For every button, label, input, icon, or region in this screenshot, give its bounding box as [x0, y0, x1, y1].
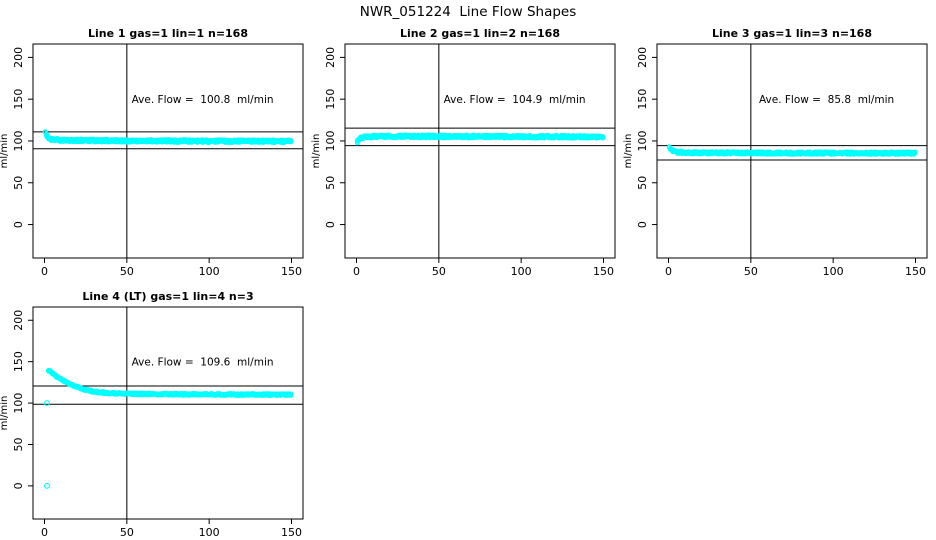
y-axis-label: ml/min: [0, 396, 10, 431]
y-axis-label: ml/min: [623, 134, 634, 169]
x-axis-tick-label: 50: [744, 265, 758, 278]
x-axis-tick-label: 150: [593, 265, 614, 278]
panel-line-3: 0 50 100 150 200 0 50 100 150 ml/min Line 3 gas=1 …: [623, 27, 928, 278]
y-axis-tick-label: 200: [324, 47, 337, 68]
outlier-point: [44, 400, 50, 407]
y-axis-tick-label: 0: [12, 221, 25, 228]
data-points: [44, 367, 294, 489]
y-axis-tick-label: 150: [12, 89, 25, 110]
y-axis-tick-label: 200: [12, 47, 25, 68]
y-axis-tick-label: 200: [636, 47, 649, 68]
x-axis-tick-label: 50: [120, 526, 134, 539]
data-point: [288, 392, 294, 398]
data-points: [354, 132, 606, 146]
ave-flow-label: Ave. Flow = 100.8 ml/min: [132, 94, 274, 106]
panel-line-2: 0 50 100 150 200 0 50 100 150 ml/min Line 2 gas=1 …: [311, 27, 616, 278]
panel-line-4: 0 50 100 150 200 0 50 100 150 ml/min Line 4 (LT) g…: [0, 290, 304, 539]
y-axis-tick-label: 50: [12, 437, 25, 451]
y-axis-tick-label: 50: [12, 176, 25, 190]
plot-box: [32, 43, 304, 259]
x-axis-tick-label: 50: [432, 265, 446, 278]
y-axis-tick-label: 150: [324, 89, 337, 110]
x-axis-tick-label: 150: [281, 526, 302, 539]
y-axis-tick-label: 100: [12, 130, 25, 151]
x-axis-tick-label: 100: [199, 526, 220, 539]
data-point: [600, 135, 606, 141]
y-axis-tick-label: 0: [324, 221, 337, 228]
panels-group: 0 50 100 150 200 0 50 100 150 ml/min Line 1 gas=1 …: [0, 27, 928, 539]
plot-box: [344, 43, 616, 259]
data-point: [912, 149, 918, 155]
data-point: [228, 391, 234, 397]
data-points: [666, 144, 918, 157]
y-axis-tick-label: 100: [324, 130, 337, 151]
x-axis-tick-label: 100: [511, 265, 532, 278]
y-axis-tick-label: 200: [12, 310, 25, 331]
x-axis-tick-label: 0: [41, 526, 48, 539]
y-axis-tick-label: 150: [12, 351, 25, 372]
panel-title: Line 4 (LT) gas=1 lin=4 n=3: [82, 290, 253, 303]
x-axis-tick-label: 150: [281, 265, 302, 278]
y-axis-tick-label: 0: [12, 482, 25, 489]
ave-flow-label: Ave. Flow = 109.6 ml/min: [132, 357, 274, 369]
plot-box: [656, 43, 928, 259]
page-title: NWR_051224 Line Flow Shapes: [360, 4, 577, 20]
plot-box: [32, 306, 304, 520]
x-axis-tick-label: 50: [120, 265, 134, 278]
outlier-point: [44, 482, 50, 489]
panel-title: Line 2 gas=1 lin=2 n=168: [400, 27, 560, 40]
y-axis-tick-label: 150: [636, 89, 649, 110]
panel-line-1: 0 50 100 150 200 0 50 100 150 ml/min Line 1 gas=1 …: [0, 27, 304, 278]
x-axis-tick-label: 0: [353, 265, 360, 278]
y-axis-tick-label: 50: [324, 176, 337, 190]
panel-title: Line 3 gas=1 lin=3 n=168: [712, 27, 872, 40]
x-axis-tick-label: 100: [823, 265, 844, 278]
data-point: [288, 139, 294, 145]
y-axis-tick-label: 50: [636, 176, 649, 190]
x-axis-tick-label: 0: [41, 265, 48, 278]
y-axis-tick-label: 100: [636, 130, 649, 151]
x-axis-tick-label: 0: [665, 265, 672, 278]
ave-flow-label: Ave. Flow = 104.9 ml/min: [444, 94, 586, 106]
y-axis-tick-label: 0: [636, 221, 649, 228]
ave-flow-label: Ave. Flow = 85.8 ml/min: [759, 94, 894, 106]
data-points: [42, 129, 294, 146]
x-axis-tick-label: 150: [905, 265, 926, 278]
panel-title: Line 1 gas=1 lin=1 n=168: [88, 27, 248, 40]
y-axis-label: ml/min: [0, 134, 10, 169]
y-axis-tick-label: 100: [12, 393, 25, 414]
x-axis-tick-label: 100: [199, 265, 220, 278]
y-axis-label: ml/min: [311, 134, 322, 169]
